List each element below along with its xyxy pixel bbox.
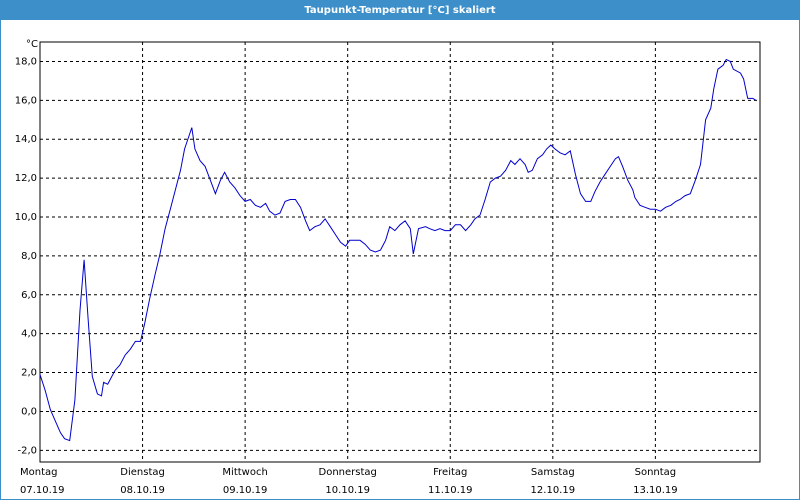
chart-title: Taupunkt-Temperatur [°C] skaliert <box>304 5 495 16</box>
y-tick-label: 0,0 <box>21 406 37 417</box>
y-unit: °C <box>26 39 38 50</box>
x-tick-label: Dienstag <box>120 467 165 478</box>
y-tick-label: 8,0 <box>21 251 37 262</box>
x-tick-label: Montag <box>20 467 57 478</box>
data-line <box>39 58 757 442</box>
x-tick-label: Mittwoch <box>222 467 267 478</box>
x-tick-date: 08.10.19 <box>120 485 165 496</box>
x-tick-date: 09.10.19 <box>223 485 268 496</box>
y-tick-label: 10,0 <box>15 212 37 223</box>
x-tick-date: 07.10.19 <box>20 485 65 496</box>
x-tick-label: Samstag <box>531 467 575 478</box>
y-tick-label: 4,0 <box>21 329 37 340</box>
y-tick-label: 18,0 <box>15 56 37 67</box>
y-tick-label: 6,0 <box>21 290 37 301</box>
y-tick-label: -2,0 <box>17 445 37 456</box>
x-tick-label: Sonntag <box>635 467 677 478</box>
x-tick-date: 10.10.19 <box>325 485 370 496</box>
x-tick-label: Donnerstag <box>319 467 377 478</box>
plot-frame <box>39 41 761 463</box>
x-tick-date: 11.10.19 <box>428 485 473 496</box>
x-tick-date: 13.10.19 <box>633 485 678 496</box>
title-bar <box>0 0 800 20</box>
y-tick-label: 12,0 <box>15 173 37 184</box>
x-tick-date: 12.10.19 <box>531 485 576 496</box>
y-tick-label: 2,0 <box>21 368 37 379</box>
y-tick-label: 14,0 <box>15 134 37 145</box>
y-tick-label: 16,0 <box>15 95 37 106</box>
x-tick-label: Freitag <box>433 467 467 478</box>
